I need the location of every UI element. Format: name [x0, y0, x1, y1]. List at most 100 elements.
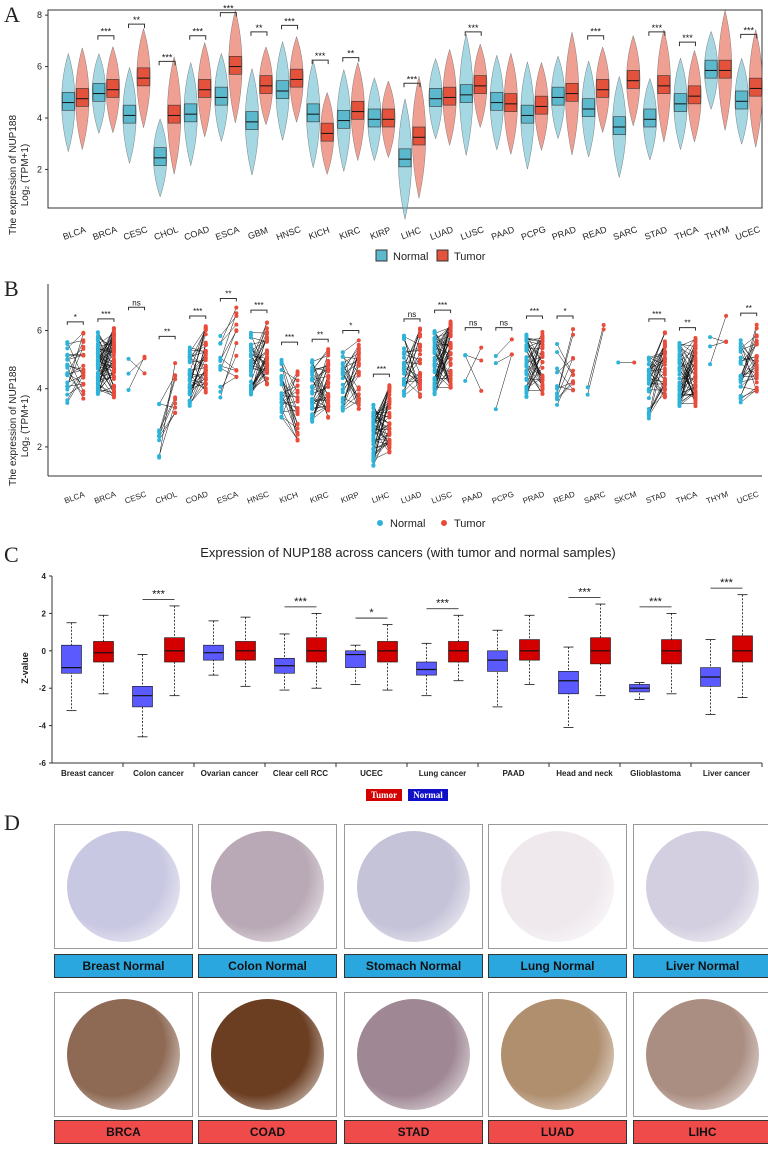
chart-b-ylabel2: Log₂ (TPM+1)	[20, 395, 31, 458]
chart-b-tumor-point	[662, 369, 667, 374]
chart-a-sig-bracket	[342, 57, 360, 62]
chart-b-tumor-point	[173, 410, 178, 415]
chart-b-sig-label: *	[74, 313, 77, 322]
chart-b-normal-point	[218, 367, 223, 372]
chart-a-sig-label: **	[255, 23, 263, 33]
chart-c-xtick-label: Head and neck	[556, 769, 613, 778]
chart-b-normal-point	[218, 358, 223, 363]
chart-b-pair-line	[740, 356, 757, 362]
chart-b-normal-point	[646, 389, 651, 394]
chart-a-box	[92, 82, 106, 102]
chart-b-pair-line	[97, 336, 115, 351]
chart-b-tumor-point	[387, 432, 392, 437]
chart-b-pair-line	[250, 322, 268, 376]
chart-b-normal-point	[248, 379, 253, 384]
ihc-tumor-image-coad	[198, 992, 337, 1117]
chart-b-tumor-point	[81, 346, 86, 351]
chart-b-xtick-label: READ	[552, 490, 576, 506]
chart-b-legend-normal: Normal	[390, 518, 425, 530]
chart-a-sig-bracket	[128, 23, 146, 29]
chart-b-pair-line	[281, 409, 298, 441]
chart-b-tumor-point	[111, 343, 116, 348]
chart-b-pair-line	[67, 346, 84, 387]
chart-a-box	[504, 93, 518, 112]
chart-b-normal-point	[677, 392, 682, 397]
chart-b-normal-point	[95, 372, 100, 377]
chart-a-sig-label: ***	[101, 27, 112, 37]
ihc-tumor-label-stad: STAD	[344, 1120, 483, 1144]
chart-b-sig-bracket	[342, 330, 360, 334]
chart-b-normal-point	[524, 338, 529, 343]
chart-a-xtick-label: HNSC	[275, 224, 303, 242]
ihc-normal-image-breast-normal	[54, 824, 193, 949]
chart-b-tumor-point	[387, 426, 392, 431]
chart-b-pair-line	[434, 337, 451, 386]
chart-b-pair-line	[97, 332, 115, 359]
chart-b-pair-line	[403, 359, 421, 383]
chart-b-pair-line	[158, 376, 176, 433]
chart-b-tumor-point	[571, 368, 576, 373]
chart-b-normal-point	[646, 411, 651, 416]
chart-b-tumor-point	[326, 380, 331, 385]
chart-b-tumor-point	[418, 387, 422, 392]
chart-b-tumor-point	[601, 327, 606, 332]
chart-b-pair-line	[281, 385, 298, 394]
chart-b-xtick-label: PAAD	[461, 490, 484, 506]
chart-b-normal-point	[432, 363, 437, 368]
chart-b-tumor-point	[81, 367, 86, 372]
chart-b-pair-line	[709, 315, 727, 365]
chart-c-legend-swatch-tumor	[366, 789, 402, 801]
chart-b-pair-line	[740, 367, 757, 377]
chart-b-pair-line	[495, 339, 513, 357]
chart-b-normal-point	[126, 356, 131, 361]
chart-b-pair-line	[67, 341, 84, 376]
chart-a-sig-bracket	[678, 41, 696, 47]
chart-b-tumor-point	[509, 337, 514, 342]
chart-b-sig-label: **	[746, 304, 752, 313]
chart-b-pair-line	[526, 340, 543, 345]
chart-b-normal-point	[708, 344, 713, 349]
chart-b-sig-bracket	[648, 318, 666, 322]
chart-c-box	[448, 641, 469, 663]
chart-b-normal-point	[371, 402, 376, 407]
chart-b-sig-bracket	[525, 315, 543, 319]
chart-b-tumor-point	[295, 395, 300, 400]
chart-b-normal-point	[738, 400, 743, 405]
chart-b-pair-line	[373, 394, 390, 466]
chart-b-tumor-point	[601, 323, 606, 328]
chart-b-sig-label: ns	[408, 310, 416, 319]
chart-b-tumor-point	[509, 352, 514, 357]
chart-b-pair-line	[556, 329, 574, 394]
chart-b-pair-line	[311, 363, 329, 387]
chart-b-tumor-point	[571, 388, 576, 393]
chart-a-box	[551, 86, 565, 106]
chart-b-pair-line	[97, 352, 115, 387]
chart-b-tumor-point	[693, 345, 698, 350]
chart-b-normal-point	[738, 397, 743, 402]
chart-b-pair-line	[281, 378, 298, 433]
chart-b-pair-line	[373, 414, 390, 424]
chart-b-tumor-point	[418, 332, 422, 337]
chart-b-pair-line	[128, 356, 145, 391]
chart-b-pair-line	[281, 377, 298, 424]
chart-b-pair-line	[189, 379, 206, 384]
chart-b-tumor-point	[754, 333, 759, 338]
chart-b-sig-bracket	[434, 309, 452, 314]
chart-b-tumor-point	[264, 376, 269, 381]
chart-b-normal-point	[371, 418, 376, 423]
chart-b-pair-line	[342, 371, 360, 403]
chart-b-pair-line	[281, 362, 298, 413]
chart-b-normal-point	[126, 387, 131, 392]
chart-b-tumor-point	[540, 388, 545, 393]
chart-b-tumor-point	[662, 388, 667, 393]
chart-b-pair-line	[373, 440, 390, 460]
ihc-normal-label-lung-normal: Lung Normal	[488, 954, 627, 978]
chart-b-pair-line	[556, 358, 574, 373]
chart-c-sig-label: ***	[578, 587, 592, 599]
chart-b-tumor-point	[356, 385, 361, 390]
chart-b-tumor-point	[203, 349, 208, 354]
chart-b-pair-line	[403, 338, 421, 374]
chart-b-tumor-point	[448, 346, 453, 351]
chart-b-pair-line	[281, 401, 298, 404]
chart-b-tumor-point	[571, 356, 576, 361]
